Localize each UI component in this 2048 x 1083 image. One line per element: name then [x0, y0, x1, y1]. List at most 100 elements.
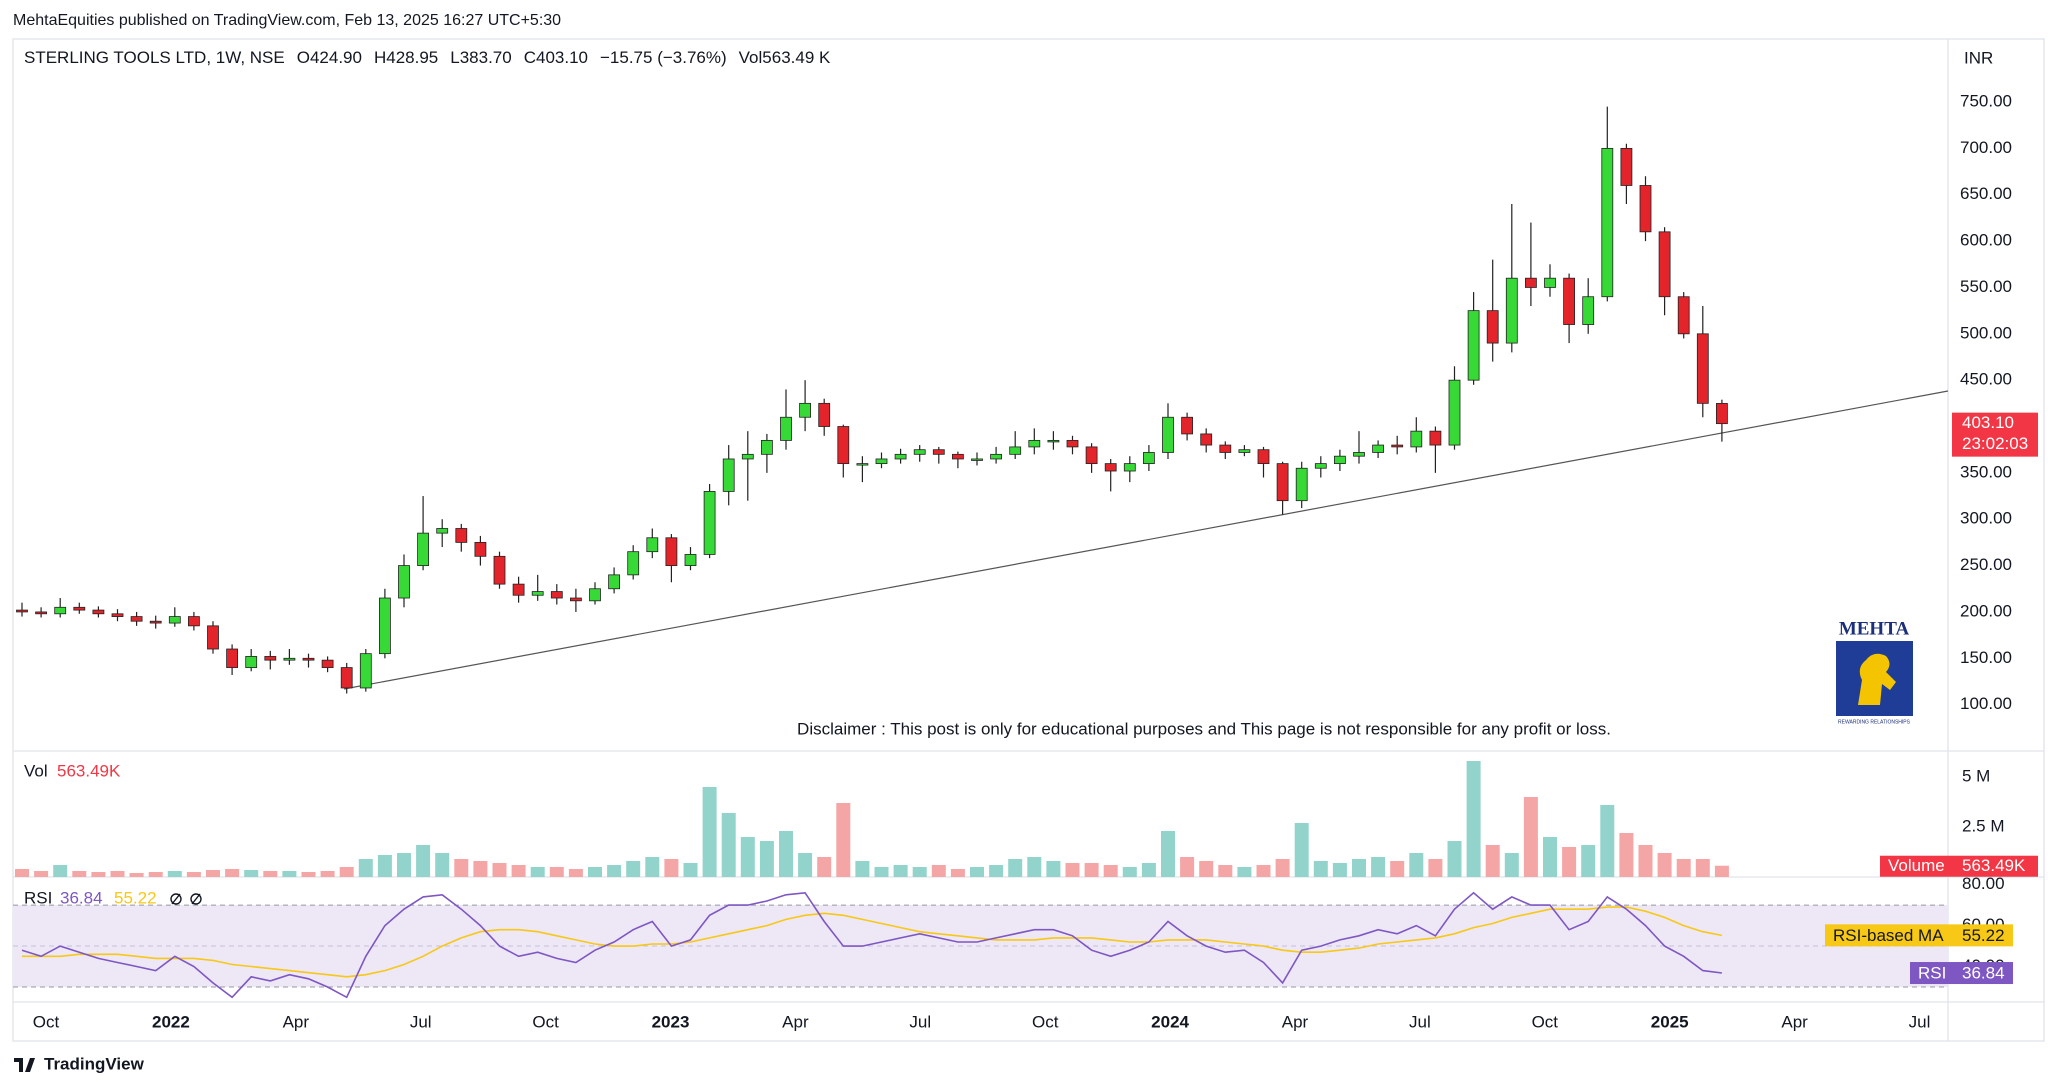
volume-bar	[1103, 865, 1118, 877]
volume-bar	[1466, 761, 1481, 877]
footer-brand: TradingView	[44, 1054, 145, 1073]
candle-body	[149, 620, 162, 624]
volume-bar	[549, 867, 564, 877]
candle-body	[799, 402, 811, 418]
candle-body	[1123, 463, 1136, 472]
open: O424.90	[297, 48, 362, 67]
volume-bar	[1046, 861, 1061, 877]
volume-bar	[339, 867, 354, 877]
volume-bar	[740, 837, 755, 877]
rsi-legend-value: 55.22	[114, 888, 157, 907]
price-tick-label: 500.00	[1960, 323, 2012, 342]
volume-bar	[664, 859, 679, 877]
volume-bar	[454, 859, 469, 877]
disclaimer: Disclaimer : This post is only for educa…	[797, 719, 1611, 738]
x-tick-label: 2023	[652, 1012, 690, 1031]
background-layer	[13, 904, 1948, 988]
volume-bar	[1485, 845, 1500, 877]
volume-bar	[1523, 797, 1538, 877]
volume-bar	[1447, 841, 1462, 877]
candle-body	[340, 667, 353, 689]
published-line: MehtaEquities published on TradingView.c…	[13, 12, 561, 29]
candle-body	[398, 565, 410, 599]
volume-bar	[721, 813, 736, 877]
footer: TradingView	[14, 1054, 145, 1073]
candle-body	[1334, 455, 1346, 465]
x-tick-label: Oct	[33, 1012, 60, 1031]
candle-body	[264, 656, 277, 661]
volume-bar	[1332, 863, 1347, 877]
candle-body	[1410, 430, 1423, 448]
candle-body	[703, 491, 716, 555]
candle-body	[417, 532, 430, 566]
candle-body	[1066, 440, 1079, 448]
candle-body	[589, 588, 601, 602]
volume-bar	[1371, 857, 1386, 877]
candle-body	[168, 616, 181, 624]
candle-body	[780, 416, 792, 441]
candle-body	[856, 463, 869, 466]
volume-bar	[72, 871, 87, 877]
volume-bar	[1600, 805, 1615, 877]
rsi-tag-name: RSI	[1918, 964, 1946, 983]
volume-legend-value: 563.49K	[57, 761, 121, 780]
candle-body	[54, 606, 67, 615]
candle-body	[359, 653, 372, 689]
low: L383.70	[450, 48, 511, 67]
candle-body	[1429, 430, 1442, 446]
x-tick-label: Oct	[1532, 1012, 1559, 1031]
x-tick-label: 2025	[1651, 1012, 1689, 1031]
candle-body	[952, 453, 964, 460]
price-tick-label: 150.00	[1960, 648, 2012, 667]
candle-body	[493, 555, 506, 585]
volume-bar	[1141, 863, 1156, 877]
candle-body	[1104, 463, 1117, 472]
x-tick-label: Jul	[909, 1012, 931, 1031]
volume-tag-name-box	[1880, 855, 1958, 877]
candle-body	[1601, 147, 1614, 298]
candle-body	[283, 657, 296, 661]
candle-body	[971, 458, 983, 461]
volume-bar	[1409, 853, 1424, 877]
currency: INR	[1964, 48, 1993, 67]
volume-bar	[435, 853, 450, 877]
volume-bar	[702, 787, 717, 877]
volume-bar	[1256, 865, 1271, 877]
candle-body	[1658, 231, 1671, 298]
x-tick-label: Oct	[532, 1012, 559, 1031]
logo-name: MEHTA	[1839, 618, 1910, 639]
candle-body	[245, 656, 258, 668]
candle-body	[1696, 333, 1709, 404]
volume-bar	[1581, 845, 1596, 877]
rsi-legend-value: 36.84	[60, 888, 103, 907]
volume-bar	[893, 865, 908, 877]
volume-tick-label: 2.5 M	[1962, 816, 2005, 835]
candle-body	[1448, 379, 1461, 446]
bar-countdown: 23:02:03	[1962, 434, 2028, 453]
volume-bar	[607, 865, 622, 877]
candle-body	[1582, 296, 1595, 325]
candle-body	[837, 426, 850, 465]
volume-bar	[1237, 867, 1252, 877]
volume-bar	[244, 870, 259, 877]
volume-bar	[148, 872, 163, 877]
volume-tag-value: 563.49K	[1962, 856, 2026, 875]
candle-body	[1028, 440, 1041, 448]
candle-body	[646, 537, 659, 553]
close: C403.10	[524, 48, 588, 67]
last-price: 403.10	[1962, 413, 2014, 432]
volume-bar	[263, 871, 278, 877]
volume-bar	[1695, 859, 1710, 877]
volume-bar	[397, 853, 411, 877]
candle-body	[207, 625, 219, 650]
volume-bar	[759, 841, 774, 877]
candle-body	[1047, 440, 1060, 443]
volume-bar	[588, 867, 602, 877]
volume-bar	[186, 872, 201, 877]
logo: MEHTA REWARDING RELATIONSHIPS	[1836, 618, 1913, 725]
volume-bar	[282, 871, 297, 877]
volume-bar	[1676, 859, 1691, 877]
candle-body	[1620, 147, 1633, 186]
candle-body	[627, 551, 640, 576]
